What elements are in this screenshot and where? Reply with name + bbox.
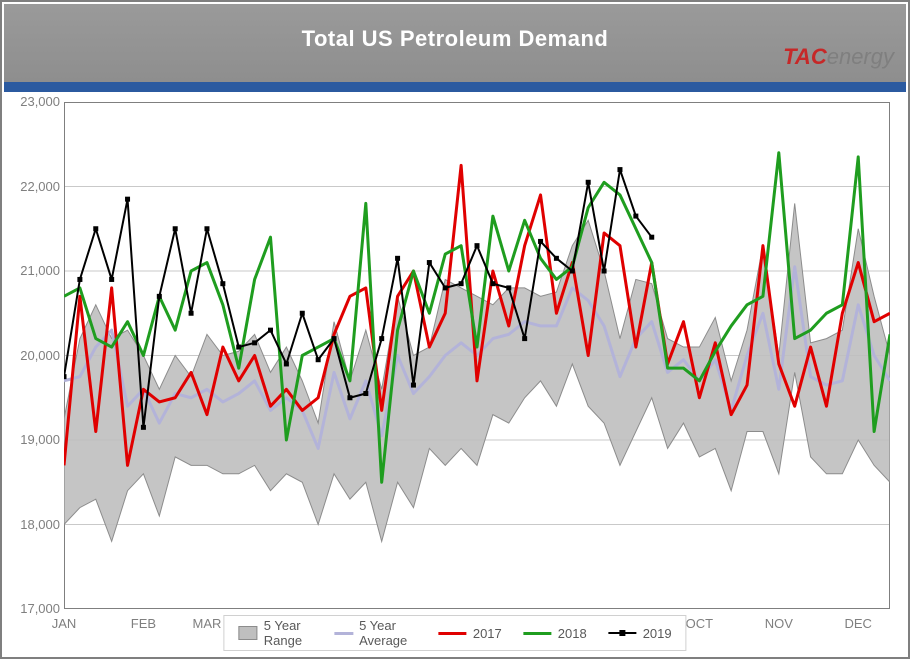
- ytick: 20,000: [2, 348, 60, 363]
- plot-area: [64, 102, 890, 609]
- logo-red: TAC: [783, 44, 827, 69]
- ytick: 22,000: [2, 179, 60, 194]
- swatch-2019: [609, 627, 637, 639]
- accent-bar: [4, 82, 906, 92]
- logo: TACenergy: [783, 44, 894, 70]
- chart-svg: [64, 102, 890, 609]
- ytick: 19,000: [2, 432, 60, 447]
- legend: 5 Year Range 5 Year Average 2017 2018 20…: [223, 615, 686, 651]
- chart-frame: Total US Petroleum Demand TACenergy 17,0…: [0, 0, 910, 659]
- legend-range: 5 Year Range: [238, 618, 312, 648]
- legend-2017: 2017: [439, 626, 502, 641]
- xtick: JAN: [34, 616, 94, 631]
- ytick: 18,000: [2, 517, 60, 532]
- xtick: NOV: [749, 616, 809, 631]
- logo-grey: energy: [827, 44, 894, 69]
- ytick: 23,000: [2, 94, 60, 109]
- legend-2019: 2019: [609, 626, 672, 641]
- chart-title: Total US Petroleum Demand: [4, 26, 906, 52]
- legend-avg: 5 Year Average: [335, 618, 417, 648]
- xtick: FEB: [113, 616, 173, 631]
- ytick: 21,000: [2, 263, 60, 278]
- ytick: 17,000: [2, 601, 60, 616]
- swatch-range: [238, 626, 257, 640]
- title-bar: Total US Petroleum Demand TACenergy: [4, 4, 906, 82]
- xtick: DEC: [828, 616, 888, 631]
- legend-2018: 2018: [524, 626, 587, 641]
